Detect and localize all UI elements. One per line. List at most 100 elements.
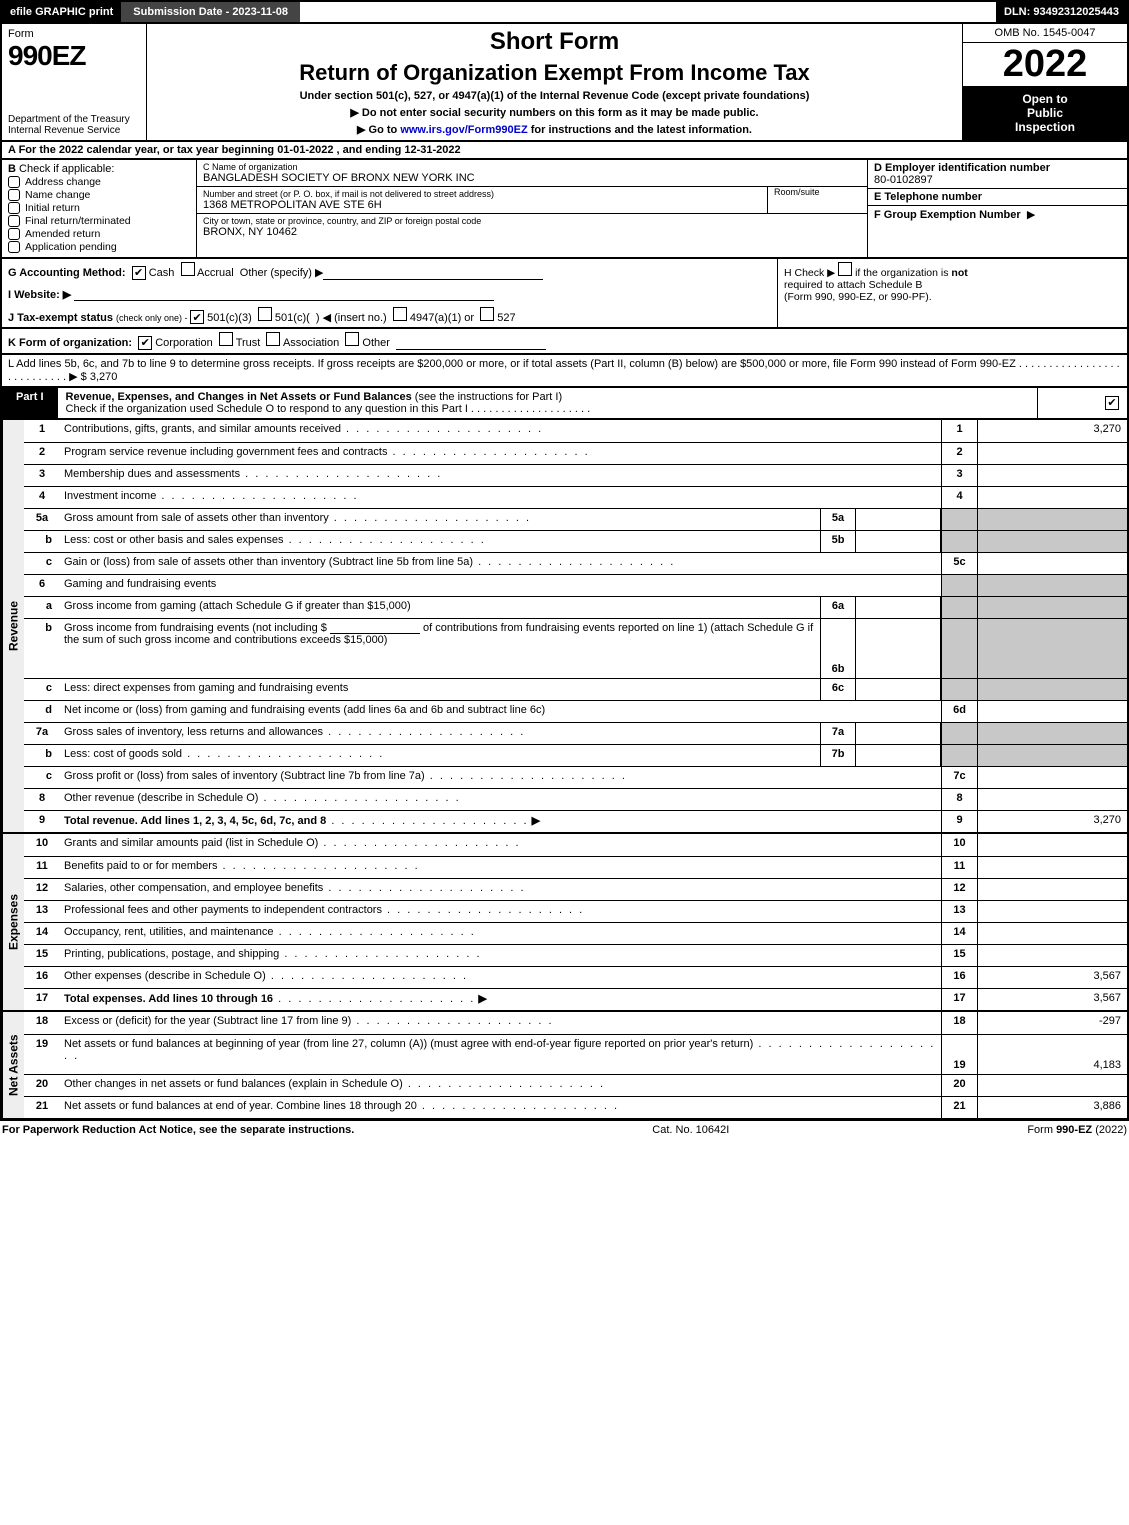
tax-exempt-label: J Tax-exempt status [8,312,116,324]
dots-icon [417,1100,619,1112]
goto-post: for instructions and the latest informat… [528,124,752,136]
checkbox-501c3[interactable]: ✔ [190,310,204,324]
other-specify-input[interactable] [323,268,543,280]
checkbox-other-org[interactable] [345,332,359,346]
line-14: 14 Occupancy, rent, utilities, and maint… [24,922,1127,944]
checkbox-initial-return[interactable]: Initial return [8,202,190,214]
line-desc-text: Net income or (loss) from gaming and fun… [64,704,545,716]
line-7b: b Less: cost of goods sold 7b [24,744,1127,766]
line-number: b [24,619,60,678]
footer-right-post: (2022) [1092,1124,1127,1136]
line-number: 5a [24,509,60,530]
line-number: 2 [24,443,60,464]
checkbox-amended-return[interactable]: Amended return [8,228,190,240]
line-20: 20 Other changes in net assets or fund b… [24,1074,1127,1096]
section-a-tax-year: A For the 2022 calendar year, or tax yea… [0,142,1129,160]
dots-icon [217,860,419,872]
line-number: 19 [24,1035,60,1074]
line-number: 7a [24,723,60,744]
checkbox-schedule-b-not-required[interactable] [838,262,852,276]
revenue-side-tab: Revenue [2,420,24,832]
checkbox-icon [8,228,20,240]
dept-treasury: Department of the Treasury [8,114,140,125]
expenses-block: Expenses 10 Grants and similar amounts p… [0,834,1129,1012]
line-desc-text: Less: cost of goods sold [64,748,182,760]
mid-number: 6b [820,619,856,678]
opt-501c-post: ) ◀ (insert no.) [316,312,387,324]
line-right-number [941,745,977,766]
line-description: Occupancy, rent, utilities, and maintena… [60,923,941,944]
dots-icon [274,926,476,938]
line-description: Membership dues and assessments [60,465,941,486]
line-right-number: 11 [941,857,977,878]
line-right-value [977,465,1127,486]
line-description: Other changes in net assets or fund bala… [60,1075,941,1096]
efile-topbar: efile GRAPHIC print Submission Date - 20… [0,0,1129,22]
line-4: 4 Investment income 4 [24,486,1127,508]
checkbox-4947[interactable] [393,307,407,321]
line-right-number: 2 [941,443,977,464]
arrow-icon: ▶ [1027,209,1035,221]
line-desc-text: Total revenue. Add lines 1, 2, 3, 4, 5c,… [64,815,326,827]
line-right-value [977,597,1127,618]
opt-527: 527 [497,312,515,324]
checkbox-501c[interactable] [258,307,272,321]
line-right-number: 1 [941,420,977,442]
checkbox-application-pending[interactable]: Application pending [8,241,190,253]
line-number: c [24,767,60,788]
line-right-number: 3 [941,465,977,486]
line-number: 3 [24,465,60,486]
part-i-check-cell: ✔ [1037,388,1127,418]
line-desc-text: Membership dues and assessments [64,468,240,480]
checkbox-corporation[interactable]: ✔ [138,336,152,350]
checkbox-trust[interactable] [219,332,233,346]
checkbox-label: Name change [25,189,90,201]
line-right-number: 19 [941,1035,977,1074]
checkbox-schedule-o-used[interactable]: ✔ [1105,396,1119,410]
line-description: Other expenses (describe in Schedule O) [60,967,941,988]
line-right-value [977,553,1127,574]
checkbox-name-change[interactable]: Name change [8,189,190,201]
net-assets-table: 18 Excess or (deficit) for the year (Sub… [24,1012,1127,1118]
line-6d: d Net income or (loss) from gaming and f… [24,700,1127,722]
checkbox-label: Address change [25,176,101,188]
website-input[interactable] [74,289,494,301]
line-right-value [977,679,1127,700]
mid-value [856,723,941,744]
mid-number: 5b [820,531,856,552]
checkbox-accrual[interactable] [181,262,195,276]
irs-link[interactable]: www.irs.gov/Form990EZ [400,124,527,136]
dots-icon [273,993,475,1005]
line-number: 17 [24,989,60,1010]
arrow-icon [475,993,487,1005]
line-6b-amount-input[interactable] [330,622,420,634]
checkbox-association[interactable] [266,332,280,346]
checkbox-address-change[interactable]: Address change [8,176,190,188]
line-desc-text: Net assets or fund balances at beginning… [64,1038,753,1050]
checkbox-cash[interactable]: ✔ [132,266,146,280]
open-line1: Open to [1022,92,1067,106]
line-number: 20 [24,1075,60,1096]
line-description: Professional fees and other payments to … [60,901,941,922]
line-right-value [977,879,1127,900]
checkbox-final-return[interactable]: Final return/terminated [8,215,190,227]
line-number: 21 [24,1097,60,1118]
line-right-value [977,857,1127,878]
checkbox-527[interactable] [480,307,494,321]
line-right-number: 13 [941,901,977,922]
line-number: 13 [24,901,60,922]
other-specify-label: Other (specify) ▶ [240,267,324,279]
arrow-icon [529,815,541,827]
line-description: Gross sales of inventory, less returns a… [60,723,820,744]
ein-value: 80-0102897 [874,174,1121,186]
line-right-number: 4 [941,487,977,508]
line-desc-text: Program service revenue including govern… [64,446,387,458]
h-line3: (Form 990, 990-EZ, or 990-PF). [784,291,1121,303]
line-description: Less: cost of goods sold [60,745,820,766]
form-number: 990EZ [8,40,140,72]
dots-icon [279,948,481,960]
line-right-value: 4,183 [977,1035,1127,1074]
other-org-input[interactable] [396,338,546,350]
expenses-side-tab: Expenses [2,834,24,1010]
line-13: 13 Professional fees and other payments … [24,900,1127,922]
